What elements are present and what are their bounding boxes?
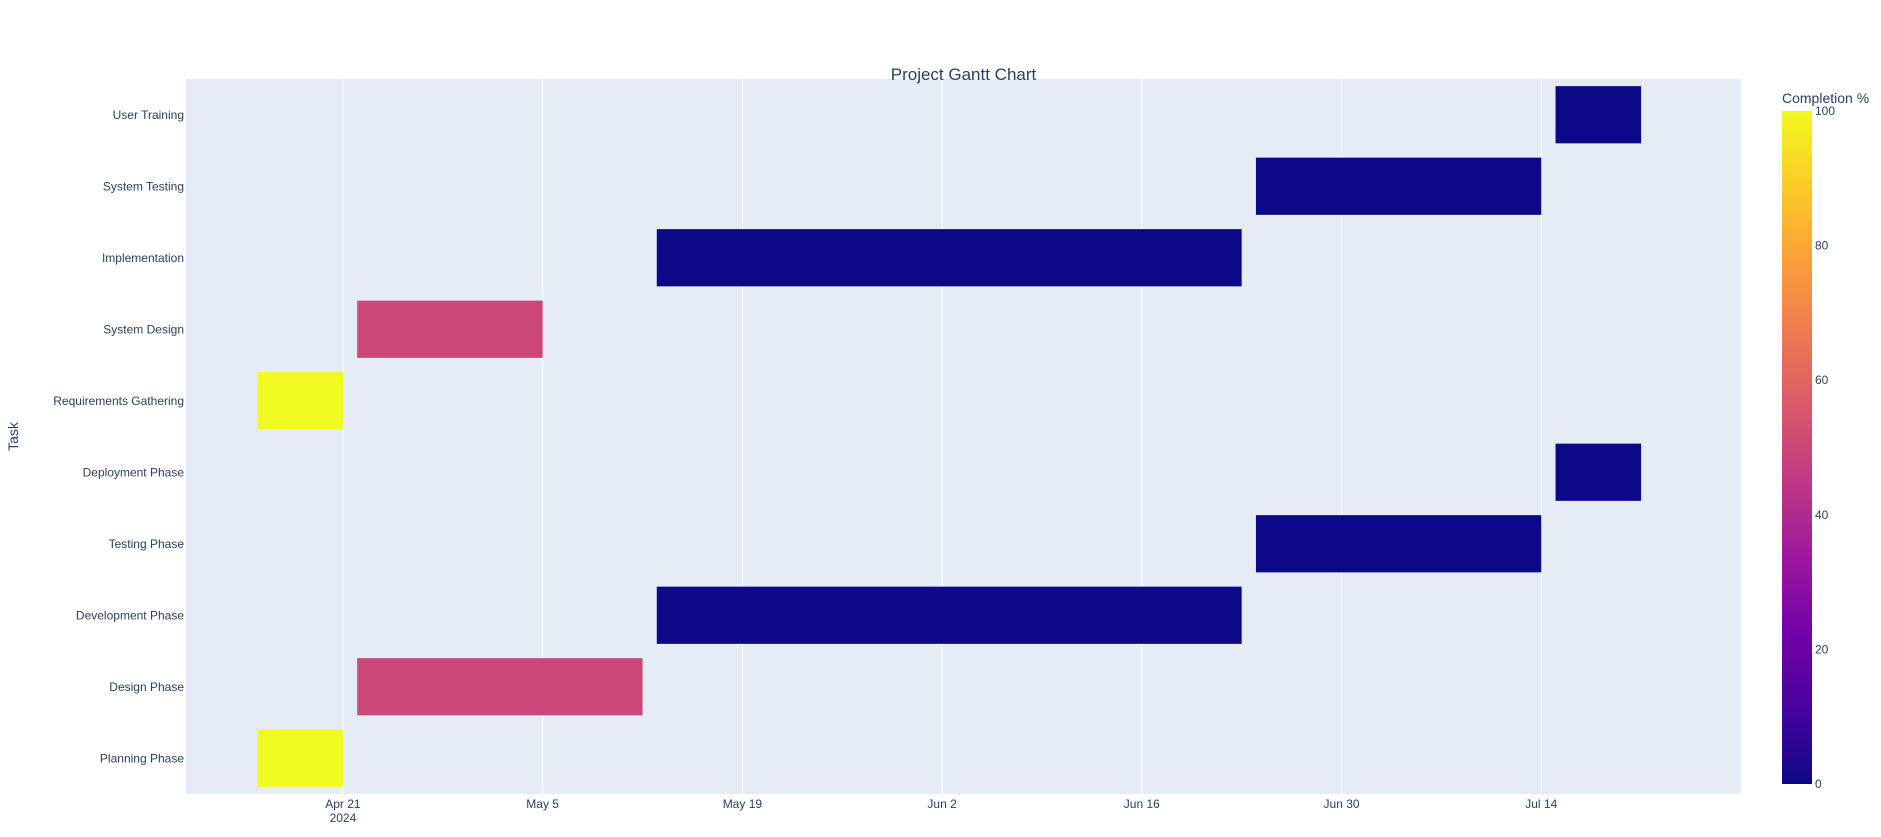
y-tick-label: Requirements Gathering — [53, 394, 184, 408]
gantt-bar-implementation — [656, 229, 1242, 287]
y-tick-label: Implementation — [102, 251, 184, 265]
colorbar-tick-label: 20 — [1815, 642, 1829, 656]
colorbar-tick-label: 60 — [1815, 373, 1829, 387]
x-tick-label: Apr 21 — [325, 797, 361, 811]
y-tick-label: Deployment Phase — [83, 465, 185, 479]
x-tick-label: Jun 16 — [1124, 797, 1160, 811]
gantt-bar-user-training — [1555, 86, 1642, 144]
x-tick-label: May 19 — [723, 797, 763, 811]
y-tick-label: Development Phase — [76, 608, 184, 622]
x-tick-label: May 5 — [526, 797, 559, 811]
colorbar-tick-label: 40 — [1815, 508, 1829, 522]
colorbar-title: Completion % — [1782, 90, 1869, 106]
gantt-bar-requirements-gathering — [257, 372, 343, 430]
colorbar-ticks: 0 20 40 60 80 100 — [1815, 104, 1835, 791]
y-axis-title: Task — [5, 421, 21, 451]
colorbar-tick-label: 80 — [1815, 239, 1829, 253]
gantt-bar-system-testing — [1255, 157, 1542, 215]
y-tick-label: System Design — [103, 322, 184, 336]
gantt-bar-design-phase — [357, 658, 643, 716]
gantt-bar-development-phase — [656, 586, 1242, 644]
chart-title: Project Gantt Chart — [891, 65, 1037, 84]
gantt-bar-testing-phase — [1255, 515, 1542, 573]
gridlines — [342, 79, 1542, 794]
y-tick-label: User Training — [113, 108, 184, 122]
gantt-bar-deployment-phase — [1555, 443, 1642, 501]
x-tick-label: Jul 14 — [1525, 797, 1557, 811]
x-tick-year-label: 2024 — [330, 811, 357, 825]
y-tick-label: Testing Phase — [109, 537, 185, 551]
y-axis-ticks: Planning Phase Design Phase Development Ph… — [53, 108, 184, 766]
x-tick-label: Jun 30 — [1324, 797, 1360, 811]
y-tick-label: System Testing — [103, 179, 184, 193]
x-tick-label: Jun 2 — [927, 797, 957, 811]
y-tick-label: Planning Phase — [100, 751, 184, 765]
bars — [257, 86, 1642, 787]
y-tick-label: Design Phase — [109, 680, 184, 694]
colorbar-tick-label: 100 — [1815, 104, 1835, 118]
gantt-bar-planning-phase — [257, 729, 343, 787]
colorbar: Completion % 0 20 40 60 80 100 — [1782, 90, 1869, 791]
colorbar-tick-label: 0 — [1815, 777, 1822, 791]
colorbar-gradient — [1782, 111, 1812, 784]
gantt-bar-system-design — [357, 300, 543, 358]
